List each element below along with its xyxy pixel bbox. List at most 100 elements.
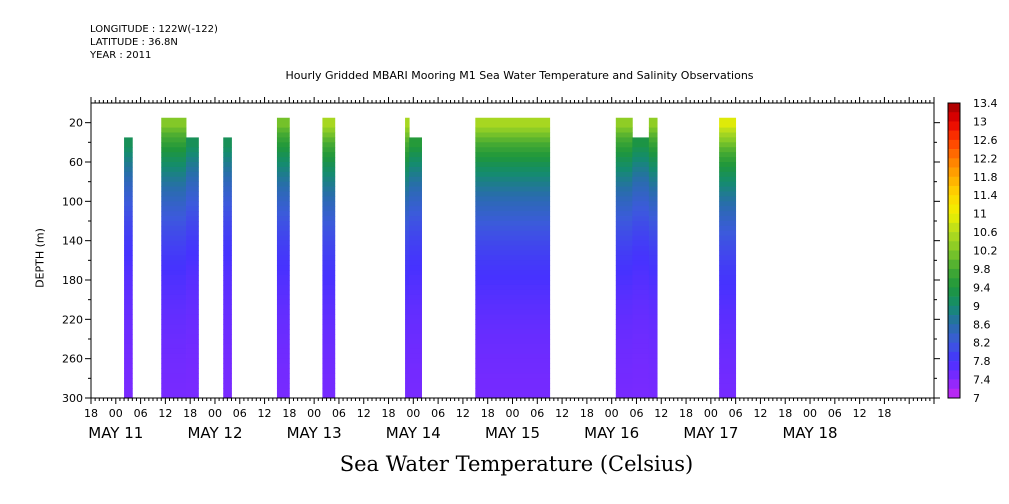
heatmap-cell [632, 186, 650, 192]
heatmap-cell [223, 225, 232, 232]
heatmap-cell [322, 225, 336, 232]
heatmap-cell [719, 186, 737, 192]
colorbar-label: 9.4 [973, 281, 991, 294]
heatmap-cell [276, 216, 290, 222]
heatmap-cell [276, 230, 290, 237]
heatmap-cell [405, 260, 410, 266]
data-column [124, 137, 133, 399]
heatmap-cell [632, 363, 650, 369]
colorbar-swatch [948, 222, 960, 233]
x-hour-label: 00 [406, 407, 420, 420]
heatmap-cell [648, 191, 658, 197]
heatmap-cell [632, 329, 650, 335]
heatmap-cell [322, 319, 336, 325]
heatmap-cell [186, 250, 199, 256]
heatmap-cell [615, 265, 633, 271]
heatmap-cell [405, 280, 410, 286]
heatmap-cell [161, 343, 187, 350]
heatmap-cell [276, 225, 290, 232]
heatmap-cell [322, 230, 336, 237]
heatmap-cell [124, 221, 133, 227]
heatmap-cell [475, 388, 551, 394]
heatmap-cell [276, 162, 290, 168]
x-hour-label: 18 [382, 407, 396, 420]
heatmap-cell [124, 270, 133, 276]
x-hour-label: 06 [629, 407, 643, 420]
heatmap-cell [409, 348, 422, 355]
colorbar-label: 8.2 [973, 337, 991, 350]
heatmap-cell [632, 353, 650, 360]
heatmap-cell [475, 275, 551, 281]
heatmap-cell [186, 314, 199, 320]
heatmap-cell [632, 196, 650, 202]
heatmap-cell [186, 196, 199, 202]
heatmap-cell [161, 373, 187, 379]
heatmap-cell [405, 191, 410, 197]
heatmap-cell [124, 309, 133, 315]
heatmap-cell [223, 181, 232, 187]
heatmap-cell [223, 319, 232, 325]
heatmap-cell [475, 319, 551, 325]
heatmap-cell [124, 162, 133, 168]
heatmap-cell [409, 240, 422, 246]
heatmap-cell [475, 181, 551, 187]
heatmap-cell [322, 206, 336, 212]
heatmap-cell [632, 378, 650, 384]
heatmap-cell [161, 245, 187, 251]
heatmap-cell [615, 368, 633, 374]
heatmap-cell [161, 393, 187, 399]
heatmap-cell [719, 314, 737, 320]
heatmap-cell [632, 152, 650, 158]
heatmap-cell [409, 339, 422, 345]
heatmap-cell [475, 289, 551, 296]
heatmap-cell [475, 280, 551, 286]
heatmap-cell [632, 206, 650, 212]
heatmap-cell [322, 142, 336, 148]
heatmap-cell [223, 270, 232, 276]
heatmap-cell [186, 225, 199, 232]
heatmap-cell [322, 329, 336, 335]
heatmap-cell [475, 206, 551, 212]
heatmap-cell [615, 181, 633, 187]
colorbar-swatch [948, 167, 960, 178]
x-hour-label: 00 [605, 407, 619, 420]
heatmap-cell [322, 368, 336, 374]
y-axis: 20 60 100 140 180 220 260 300 [62, 117, 940, 405]
heatmap-cell [161, 225, 187, 232]
heatmap-cell [719, 289, 737, 296]
heatmap-cell [276, 334, 290, 340]
heatmap-cell [124, 363, 133, 369]
heatmap-cell [276, 339, 290, 345]
heatmap-cell [648, 334, 658, 340]
heatmap-cell [124, 393, 133, 399]
heatmap-cell [186, 324, 199, 330]
heatmap-cell [719, 147, 737, 153]
heatmap-cell [409, 314, 422, 320]
heatmap-cell [322, 260, 336, 266]
x-hour-label: 18 [282, 407, 296, 420]
heatmap-cell [615, 137, 633, 143]
data-column [276, 117, 290, 399]
y-tick-label: 100 [62, 195, 83, 208]
heatmap-cell [223, 240, 232, 246]
heatmap-cell [186, 211, 199, 217]
heatmap-cell [475, 152, 551, 158]
heatmap-cell [276, 196, 290, 202]
heatmap-cell [648, 235, 658, 242]
heatmap-cell [632, 324, 650, 330]
heatmap-cell [161, 280, 187, 286]
heatmap-cell [648, 137, 658, 143]
heatmap-cell [223, 157, 232, 163]
heatmap-cell [632, 225, 650, 232]
heatmap-cell [161, 186, 187, 192]
heatmap-cell [276, 373, 290, 379]
heatmap-cell [405, 289, 410, 296]
x-hour-label: 12 [258, 407, 272, 420]
heatmap-cell [648, 230, 658, 237]
heatmap-cell [719, 363, 737, 369]
heatmap-cell [276, 171, 290, 178]
heatmap-cell [322, 216, 336, 222]
heatmap-cell [405, 383, 410, 389]
heatmap-cell [719, 299, 737, 305]
